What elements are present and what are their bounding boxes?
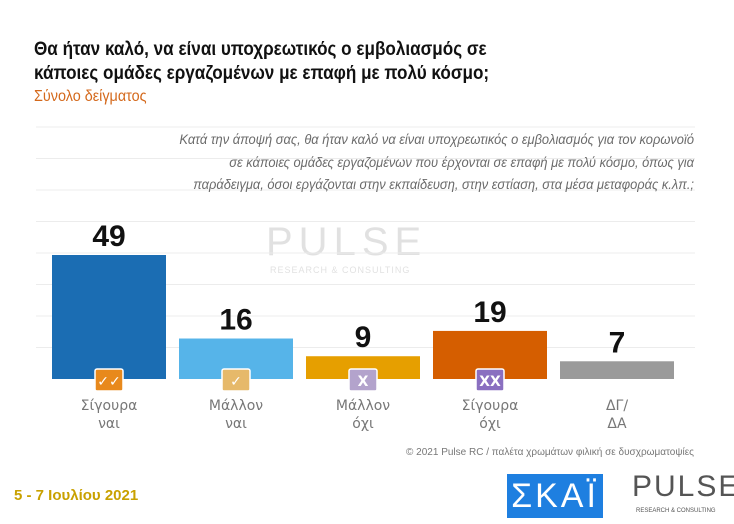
check-icon [221, 368, 251, 392]
category-label: Σίγουρα [462, 398, 519, 414]
category-label: όχι [479, 416, 501, 432]
double-x-icon [475, 368, 505, 392]
bar [306, 356, 420, 379]
copyright-note: © 2021 Pulse RC / παλέτα χρωμάτων φιλική… [406, 447, 694, 458]
x-icon-glyph: X [358, 374, 369, 390]
bar-value-label: 49 [92, 220, 125, 253]
double-check-icon-glyph: ✓✓ [97, 374, 120, 390]
watermark-sub: RESEARCH & CONSULTING [270, 265, 411, 275]
title-line-1: Θα ήταν καλό, να είναι υποχρεωτικός ο εμ… [34, 39, 487, 60]
question-text: Κατά την άποψή σας, θα ήταν καλό να είνα… [179, 131, 695, 192]
category-label: ναι [225, 416, 247, 432]
chart-title: Θα ήταν καλό, να είναι υποχρεωτικός ο εμ… [34, 38, 489, 86]
pulse-logo-text: PULSE [632, 470, 734, 503]
category-label: ΔΓ/ [606, 398, 628, 414]
bar [560, 361, 674, 379]
category-label: Μάλλον [209, 398, 263, 414]
x-icon [348, 368, 378, 392]
category-label: όχι [352, 416, 374, 432]
title-line-2: κάποιες ομάδες εργαζομένων με επαφή με π… [34, 63, 490, 84]
bar-value-label: 9 [355, 321, 372, 354]
survey-date: 5 - 7 Ιουλίου 2021 [14, 487, 139, 504]
bar-value-label: 7 [609, 326, 626, 359]
double-x-icon-glyph: XX [479, 374, 501, 390]
pulse-logo-sub: RESEARCH & CONSULTING [636, 508, 716, 514]
bar-value-label: 19 [473, 296, 506, 329]
category-label: Μάλλον [336, 398, 390, 414]
category-label: ναι [98, 416, 120, 432]
pulse-watermark: PULSE RESEARCH & CONSULTING [236, 220, 427, 275]
bar-value-label: 16 [219, 304, 252, 337]
watermark-text: PULSE [266, 220, 428, 264]
chart-subtitle: Σύνολο δείγματος [34, 88, 147, 105]
category-label: ΔΑ [607, 416, 627, 432]
skai-logo: ΣΚΑΪ [507, 474, 603, 518]
bar [52, 255, 166, 379]
pulse-logo: PULSE RESEARCH & CONSULTING [612, 470, 734, 518]
check-icon-glyph: ✓ [230, 374, 242, 390]
category-label: Σίγουρα [81, 398, 138, 414]
double-check-icon [94, 368, 124, 392]
